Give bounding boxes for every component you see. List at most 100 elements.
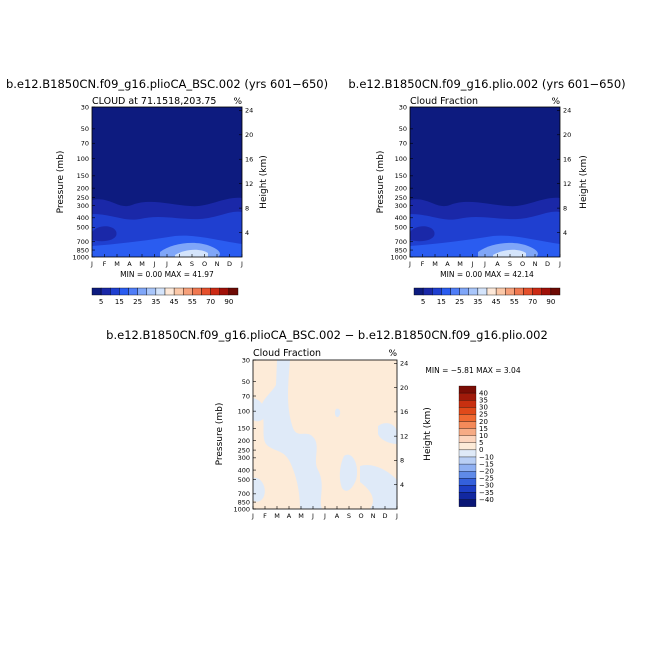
panel-b-colorbar-label-3: 35	[473, 298, 482, 306]
panel-c-minmax: MIN = −5.81 MAX = 3.04	[425, 366, 520, 375]
panel-a-colorbar-swatch-0	[91, 287, 102, 296]
panel-c-fill-negative-low	[253, 477, 265, 502]
panel-c-colorbar-label-14: −35	[479, 489, 494, 497]
panel-c-pressure-tick-7: 300	[238, 454, 250, 462]
panel-a-pressure-tick-2: 70	[81, 140, 89, 148]
panel-b-pressure-tick-3: 100	[395, 155, 407, 163]
panel-a: b.e12.B1850CN.f09_g16.plioCA_BSC.002 (yr…	[6, 77, 328, 306]
panel-b-colorbar-label-0: 5	[421, 298, 425, 306]
panel-a-month-tick-3: A	[127, 260, 132, 268]
panel-b-unit: %	[551, 97, 560, 107]
panel-a-pressure-tick-4: 150	[77, 172, 89, 180]
panel-a-height-tick-1: 20	[245, 131, 253, 139]
panel-a-pressure-tick-1: 50	[81, 125, 89, 133]
panel-b-colorbar-swatch-4	[450, 287, 460, 296]
panel-a-pressure-tick-6: 250	[77, 194, 89, 202]
panel-c-colorbar-swatch-0	[458, 385, 477, 394]
panel-b-month-tick-0: J	[408, 260, 411, 268]
panel-b-pressure-tick-9: 500	[395, 224, 407, 232]
panel-b-colorbar-swatch-1	[422, 287, 433, 296]
panel-c-pressure-tick-6: 250	[238, 446, 250, 454]
panel-c-month-tick-9: O	[358, 512, 363, 520]
panel-c-colorbar-label-10: −15	[479, 460, 494, 468]
panel-b: b.e12.B1850CN.f09_g16.plio.002 (yrs 601−…	[348, 77, 625, 306]
panel-b-colorbar-label-6: 70	[528, 298, 537, 306]
panel-b-height-tick-0: 24	[563, 107, 571, 115]
panel-c-month-tick-2: M	[274, 512, 280, 520]
panel-c-pressure-tick-0: 30	[242, 356, 250, 364]
panel-c-colorbar-label-9: −10	[479, 453, 494, 461]
panel-a-colorbar-swatch-8	[164, 287, 175, 296]
panel-b-height-tick-1: 20	[563, 131, 571, 139]
panel-b-pressure-tick-8: 400	[395, 214, 407, 222]
panel-b-month-tick-1: F	[421, 260, 425, 268]
panel-c-colorbar-label-6: 10	[479, 432, 488, 440]
panel-a-pressure-tick-9: 500	[77, 224, 89, 232]
panel-b-fill-45-55	[493, 249, 526, 257]
panel-b-height-tick-2: 16	[563, 156, 571, 164]
panel-b-month-tick-9: O	[520, 260, 525, 268]
panel-c-pressure-tick-8: 400	[238, 466, 250, 474]
panel-c-pressure-tick-10: 700	[238, 490, 250, 498]
panel-a-colorbar-swatch-2	[110, 287, 120, 296]
panel-a-height-ticks: 24 20 16 12 8 4	[239, 107, 253, 237]
panel-a-colorbar-swatch-10	[183, 287, 193, 296]
panel-a-pressure-tick-11: 850	[77, 246, 89, 254]
panel-a-pressure-tick-10: 700	[77, 238, 89, 246]
panel-a-pressure-tick-0: 30	[81, 103, 89, 111]
panel-b-pressure-tick-11: 850	[395, 246, 407, 254]
panel-a-height-tick-5: 4	[245, 229, 249, 237]
panel-c-month-tick-0: J	[251, 512, 254, 520]
panel-b-ylabel-left: Pressure (mb)	[376, 151, 386, 214]
panel-a-fill-45-55	[175, 249, 208, 257]
panel-c-pressure-tick-3: 100	[238, 407, 250, 415]
panel-b-month-tick-5: J	[471, 260, 474, 268]
panel-c-pressure-tick-2: 70	[242, 392, 250, 400]
panel-c-colorbar-swatch-6	[458, 428, 477, 436]
panel-a-colorbar-swatch-3	[119, 287, 129, 296]
panel-a-pressure-tick-5: 200	[77, 184, 89, 192]
panel-c-height-tick-3: 12	[400, 432, 408, 440]
panel-a-month-tick-1: F	[103, 260, 107, 268]
panel-a-colorbar-swatch-11	[192, 287, 202, 296]
panel-b-colorbar-swatch-6	[468, 287, 479, 296]
panel-b-subtitle: Cloud Fraction	[410, 96, 478, 107]
panel-a-month-tick-2: M	[114, 260, 120, 268]
panel-b-month-tick-8: S	[508, 260, 512, 268]
panel-b-month-tick-10: N	[533, 260, 538, 268]
panel-b-colorbar-label-1: 15	[437, 298, 446, 306]
panel-c-month-tick-8: S	[347, 512, 351, 520]
panel-c-colorbar-label-2: 30	[479, 404, 488, 412]
panel-b-pocket	[410, 226, 435, 242]
panel-b-colorbar-swatch-11	[514, 287, 524, 296]
panel-a-colorbar-label-6: 70	[206, 298, 215, 306]
panel-b-month-tick-7: A	[495, 260, 500, 268]
panel-b-pressure-tick-7: 300	[395, 202, 407, 210]
panel-a-colorbar-swatch-4	[128, 287, 138, 296]
panel-a-month-tick-5: J	[153, 260, 156, 268]
panel-c-month-tick-1: F	[263, 512, 267, 520]
panel-b-minmax: MIN = 0.00 MAX = 42.14	[440, 270, 534, 279]
panel-c-month-tick-6: J	[323, 512, 326, 520]
panel-a-month-tick-0: J	[90, 260, 93, 268]
panel-a-month-tick-7: A	[177, 260, 182, 268]
panel-c-month-tick-11: D	[382, 512, 387, 520]
panel-a-colorbar-label-2: 25	[133, 298, 142, 306]
panel-c-colorbar-swatch-11	[458, 463, 477, 472]
panel-a-colorbar-label-4: 45	[170, 298, 179, 306]
panel-b-colorbar-swatch-12	[523, 287, 533, 296]
panel-a-title: b.e12.B1850CN.f09_g16.plioCA_BSC.002 (yr…	[6, 77, 328, 91]
panel-b-month-tick-3: A	[445, 260, 450, 268]
panel-c-colorbar-label-8: 0	[479, 446, 483, 454]
panel-a-colorbar-swatch-12	[201, 287, 211, 296]
panel-c-fill-negative-center	[339, 454, 358, 491]
panel-a-month-tick-6: J	[165, 260, 168, 268]
panel-a-pressure-tick-12: 1000	[72, 253, 89, 261]
panel-a-height-tick-4: 8	[245, 204, 249, 212]
panel-c-colorbar-swatch-4	[458, 414, 477, 422]
